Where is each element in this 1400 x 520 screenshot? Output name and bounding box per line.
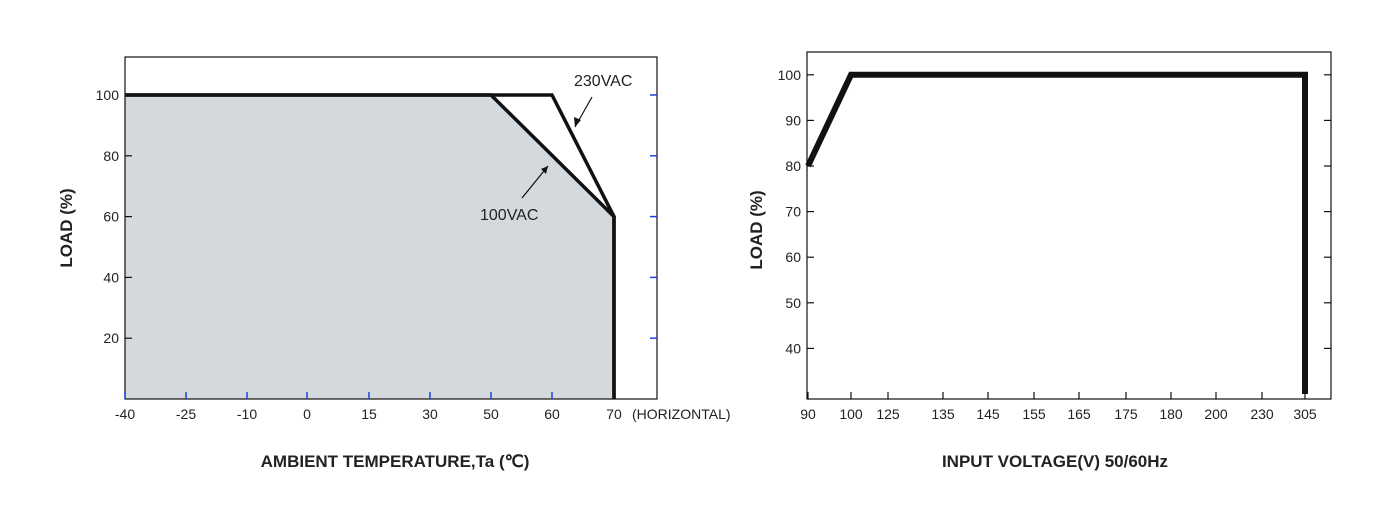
x-tick-label: -25 <box>176 406 196 422</box>
y-axis-title: LOAD (%) <box>57 188 76 267</box>
x-tick-label: 175 <box>1114 406 1138 422</box>
annotation-arrow-100vac <box>521 165 549 199</box>
chart-temperature-derating: -40 -25 -10 0 15 30 50 60 70 20 40 60 80 100 (HORIZO… <box>57 56 731 471</box>
y-tick-labels: 40 50 60 70 80 90 100 <box>778 67 802 357</box>
x-tick-label: 100 <box>839 406 863 422</box>
series-load-line <box>805 71 1308 394</box>
y-tick-label: 40 <box>103 269 119 285</box>
x-tick-label: 180 <box>1159 406 1183 422</box>
x-tick-label: -10 <box>237 406 257 422</box>
x-tick-label: 0 <box>303 406 311 422</box>
y-tick-label: 40 <box>785 340 801 356</box>
x-tick-label: 125 <box>876 406 900 422</box>
x-tick-label: 30 <box>422 406 438 422</box>
x-axis-title: AMBIENT TEMPERATURE,Ta (℃) <box>261 452 530 471</box>
x-tick-labels: 90 100 125 135 145 155 165 175 180 200 230 305 <box>800 406 1317 422</box>
y-tick-label: 80 <box>785 158 801 174</box>
y-tick-label: 60 <box>785 249 801 265</box>
x-tick-label: 60 <box>544 406 560 422</box>
series-label-100vac: 100VAC <box>480 207 538 224</box>
x-axis-note: (HORIZONTAL) <box>632 406 731 422</box>
annotation-arrow-230vac <box>574 96 593 128</box>
load-area-fill <box>125 95 614 399</box>
chart-input-voltage-derating: 90 100 125 135 145 155 165 175 180 200 230 305 40 50… <box>747 51 1332 471</box>
x-tick-label: 15 <box>361 406 377 422</box>
x-tick-label: 305 <box>1293 406 1317 422</box>
x-tick-labels: -40 -25 -10 0 15 30 50 60 70 <box>115 406 622 422</box>
x-tick-label: -40 <box>115 406 135 422</box>
y-tick-label: 100 <box>96 87 120 103</box>
x-tick-label: 145 <box>976 406 1000 422</box>
series-230vac-line <box>125 93 616 399</box>
y-tick-labels: 20 40 60 80 100 <box>96 87 120 346</box>
y-axis-title: LOAD (%) <box>747 190 766 269</box>
x-tick-label: 200 <box>1204 406 1228 422</box>
y-tick-label: 100 <box>778 67 802 83</box>
x-tick-label: 135 <box>931 406 955 422</box>
axis-ticks <box>807 74 1331 399</box>
series-label-230vac: 230VAC <box>574 73 632 90</box>
plot-frame <box>124 56 658 400</box>
y-tick-label: 90 <box>785 112 801 128</box>
x-tick-label: 230 <box>1250 406 1274 422</box>
x-tick-label: 165 <box>1067 406 1091 422</box>
y-tick-label: 80 <box>103 148 119 164</box>
x-tick-label: 70 <box>606 406 622 422</box>
x-tick-label: 90 <box>800 406 816 422</box>
y-tick-label: 20 <box>103 330 119 346</box>
y-tick-label: 60 <box>103 209 119 225</box>
y-tick-label: 70 <box>785 204 801 220</box>
x-tick-label: 155 <box>1022 406 1046 422</box>
x-axis-title: INPUT VOLTAGE(V) 50/60Hz <box>942 452 1168 471</box>
x-tick-label: 50 <box>483 406 499 422</box>
y-tick-label: 50 <box>785 295 801 311</box>
plot-frame <box>806 51 1332 400</box>
